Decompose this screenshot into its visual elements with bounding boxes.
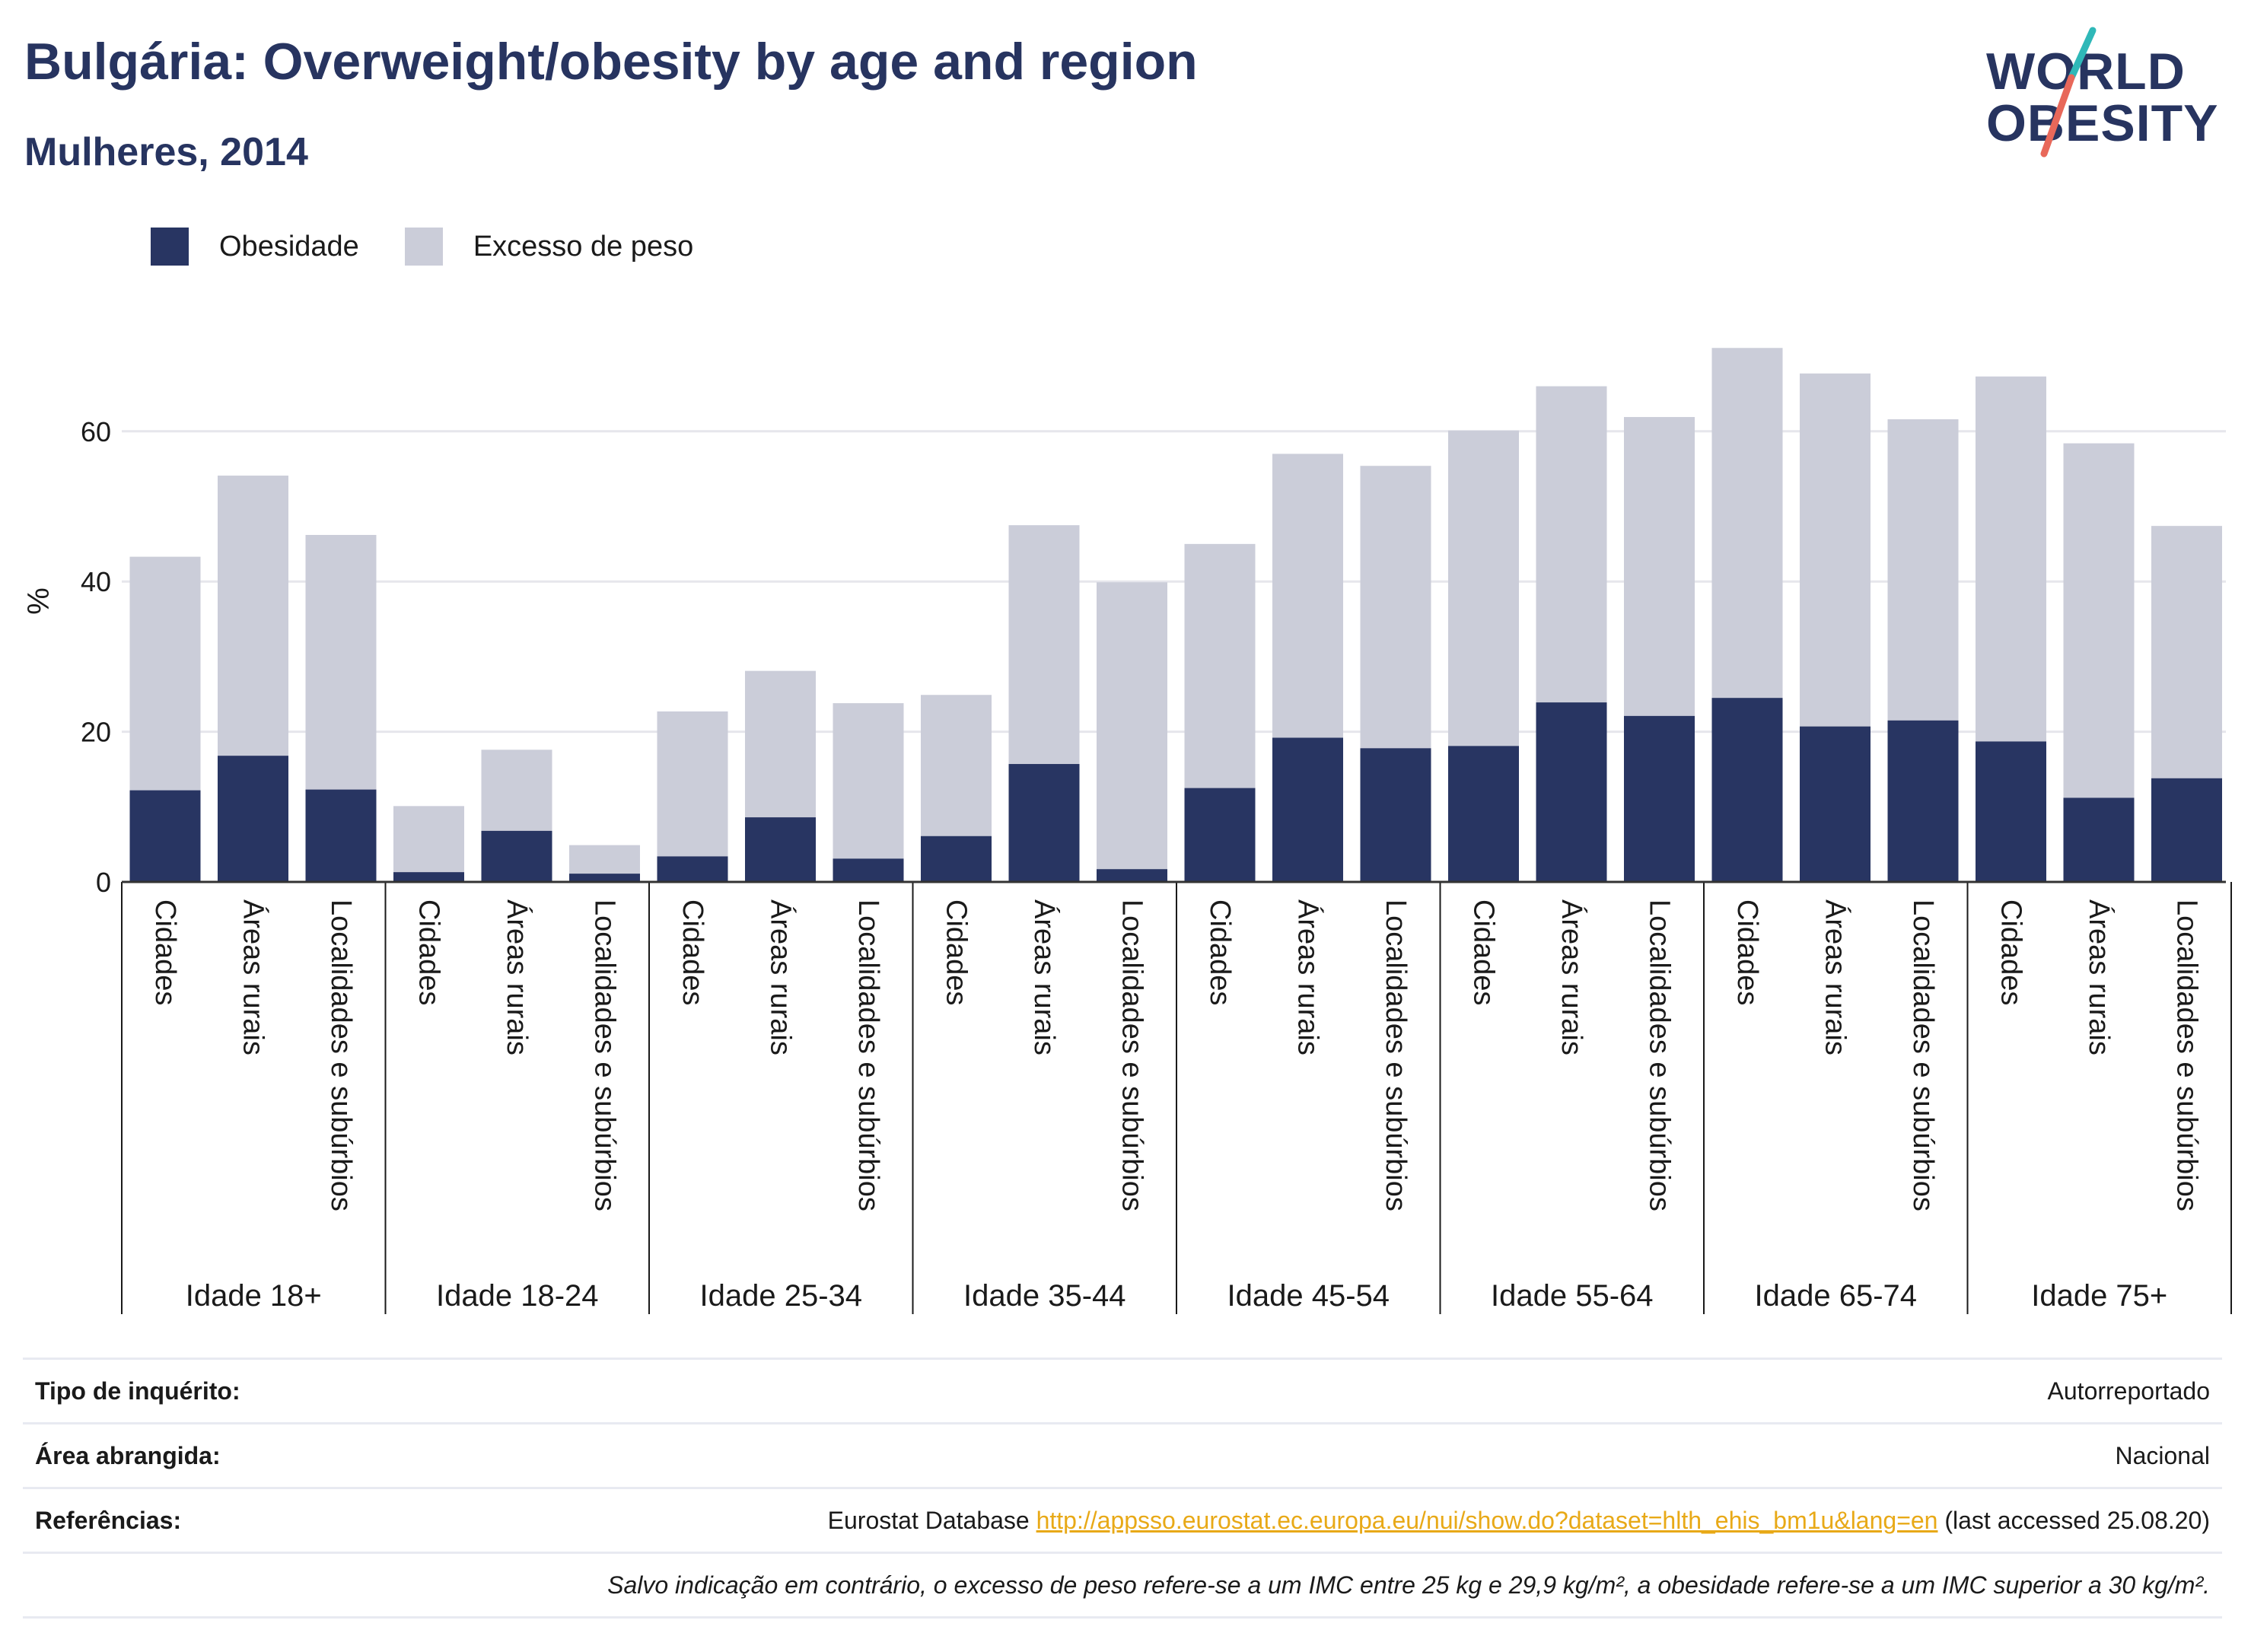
x-tick-label: Localidades e subúrbios [2171, 899, 2203, 1211]
bar-obesity [1976, 741, 2046, 882]
legend-item-obesity: Obesidade [151, 228, 359, 266]
references-label: Referências: [35, 1506, 182, 1534]
group-label: Idade 65-74 [1754, 1279, 1917, 1313]
legend-item-overweight: Excesso de peso [404, 228, 694, 266]
x-tick-label: Áreas rurais [1028, 899, 1061, 1055]
logo-line-obesity: OBESITY [1986, 94, 2219, 152]
bar-obesity [481, 830, 552, 882]
info-row-survey: Tipo de inquérito: Autorreportado [23, 1358, 2222, 1422]
bar-obesity [1184, 788, 1256, 882]
bar-overweight [657, 711, 728, 882]
reference-suffix: (last accessed 25.08.20) [1937, 1506, 2210, 1534]
y-tick-label: 60 [81, 416, 111, 447]
x-tick-label: Localidades e subúrbios [325, 899, 357, 1211]
bar-overweight [1097, 582, 1167, 882]
x-tick-label: Cidades [413, 899, 445, 1005]
info-row-area: Área abrangida: Nacional [23, 1422, 2222, 1487]
group-label: Idade 75+ [2031, 1279, 2167, 1313]
bar-overweight [833, 703, 904, 882]
legend-swatch-overweight [404, 228, 443, 266]
info-row-note: Salvo indicação em contrário, o excesso … [23, 1552, 2222, 1619]
bar-obesity [745, 817, 816, 882]
bar-obesity [218, 756, 288, 882]
bar-obesity [2063, 797, 2135, 882]
x-tick-label: Cidades [149, 899, 181, 1005]
reference-link[interactable]: http://appsso.eurostat.ec.europa.eu/nui/… [1036, 1506, 1938, 1534]
x-tick-label: Localidades e subúrbios [1380, 899, 1412, 1211]
reference-prefix: Eurostat Database [827, 1506, 1036, 1534]
chart-title: Bulgária: Overweight/obesity by age and … [24, 33, 1198, 91]
survey-type-label: Tipo de inquérito: [35, 1377, 240, 1405]
group-label: Idade 35-44 [963, 1279, 1126, 1313]
y-tick-label: 20 [81, 717, 111, 748]
group-label: Idade 25-34 [699, 1279, 862, 1313]
legend-label-obesity: Obesidade [219, 230, 359, 263]
bar-obesity [1097, 869, 1167, 882]
x-tick-label: Cidades [941, 899, 973, 1005]
bar-obesity [1448, 746, 1519, 882]
bar-obesity [1536, 702, 1607, 882]
x-tick-label: Áreas rurais [2083, 899, 2116, 1055]
x-tick-label: Cidades [1995, 899, 2027, 1005]
x-tick-label: Cidades [1204, 899, 1236, 1005]
logo-slash-icon [2040, 27, 2097, 158]
references-value: Eurostat Database http://appsso.eurostat… [828, 1507, 2210, 1535]
x-tick-label: Cidades [1468, 899, 1500, 1005]
bar-obesity [1272, 737, 1343, 882]
group-label: Idade 45-54 [1227, 1279, 1390, 1313]
bar-obesity [1008, 764, 1080, 882]
definition-note: Salvo indicação em contrário, o excesso … [607, 1571, 2210, 1599]
x-tick-label: Cidades [677, 899, 708, 1005]
y-tick-label: 40 [81, 566, 111, 597]
bar-obesity [129, 790, 201, 882]
legend-label-overweight: Excesso de peso [473, 230, 694, 263]
x-tick-label: Localidades e subúrbios [852, 899, 884, 1211]
legend-swatch-obesity [151, 228, 189, 266]
x-tick-label: Localidades e subúrbios [1644, 899, 1676, 1211]
bar-obesity [393, 872, 464, 882]
x-tick-label: Áreas rurais [501, 899, 533, 1055]
area-covered-value: Nacional [2115, 1441, 2210, 1469]
bar-obesity [833, 858, 904, 882]
y-axis-label: % [22, 587, 56, 615]
survey-type-value: Autorreportado [2047, 1377, 2210, 1405]
world-obesity-logo: WORLD OBESITY [1986, 24, 2230, 161]
bar-obesity [305, 789, 377, 882]
bar-chart: 0 20 40 60% Cidades Áreas rurais Localidades e… [22, 348, 2232, 1314]
info-table: Tipo de inquérito: Autorreportado Área a… [23, 1358, 2222, 1619]
bar-obesity [1887, 720, 1959, 882]
x-tick-label: Áreas rurais [1555, 899, 1588, 1055]
bar-obesity [657, 856, 728, 882]
bar-obesity [2151, 778, 2222, 882]
group-label: Idade 18-24 [436, 1279, 599, 1313]
bar-obesity [921, 836, 992, 882]
x-tick-label: Localidades e subúrbios [1907, 899, 1939, 1211]
y-tick-label: 0 [96, 867, 111, 898]
bar-obesity [1800, 726, 1871, 882]
bar-obesity [1360, 748, 1431, 882]
group-label: Idade 18+ [186, 1279, 322, 1313]
group-label: Idade 55-64 [1491, 1279, 1654, 1313]
bar-obesity [1711, 698, 1783, 882]
x-tick-label: Áreas rurais [1292, 899, 1325, 1055]
chart-legend: Obesidade Excesso de peso [151, 225, 739, 268]
x-tick-label: Áreas rurais [1820, 899, 1852, 1055]
area-covered-label: Área abrangida: [35, 1441, 221, 1469]
x-tick-label: Áreas rurais [237, 899, 270, 1055]
x-tick-label: Localidades e subúrbios [589, 899, 621, 1211]
info-row-references: Referências: Eurostat Database http://ap… [23, 1487, 2222, 1552]
x-tick-label: Áreas rurais [765, 899, 798, 1055]
bar-obesity [1624, 715, 1695, 882]
bar-overweight [393, 806, 464, 882]
x-tick-label: Cidades [1731, 899, 1763, 1005]
chart-subtitle: Mulheres, 2014 [24, 130, 308, 174]
bar-obesity [569, 874, 640, 882]
x-tick-label: Localidades e subúrbios [1116, 899, 1148, 1211]
